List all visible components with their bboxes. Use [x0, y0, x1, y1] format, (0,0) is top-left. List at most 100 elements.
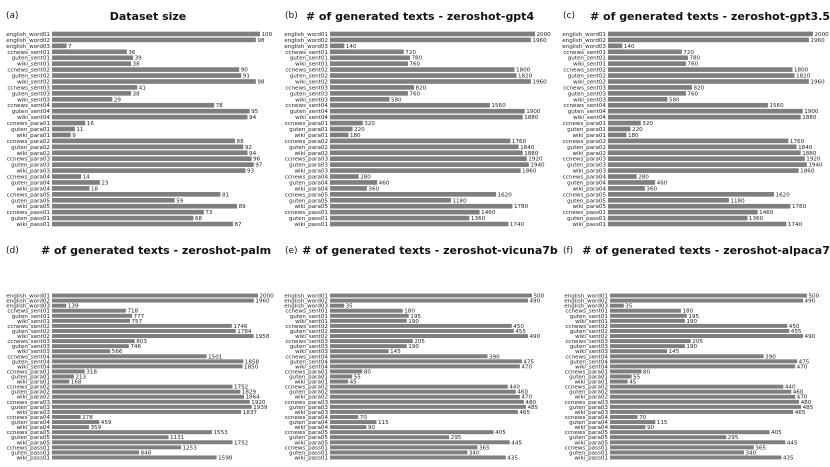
tick-label: wiki_para01: [16, 380, 50, 386]
tick-label: ccnews_para05: [285, 192, 329, 198]
bar-wiki_para01: [330, 132, 349, 138]
data-label: 1960: [255, 299, 270, 305]
tick-label: wiki_pass01: [16, 222, 50, 228]
tick-label: wiki_para04: [294, 186, 328, 192]
bar-wiki_para05: [52, 203, 238, 209]
tick-label: wiki_para03: [294, 169, 328, 175]
data-label: 1620: [776, 192, 791, 198]
data-label: 88: [237, 139, 245, 145]
data-label: 14: [83, 175, 91, 181]
bar-guten_para03: [608, 162, 807, 167]
bar-wiki_para05: [330, 440, 510, 445]
data-label: 2000: [260, 294, 275, 300]
data-label: 465: [795, 410, 806, 416]
data-label: 100: [262, 32, 273, 38]
bar-wiki_sent04: [330, 114, 523, 120]
data-label: 803: [136, 339, 147, 345]
bar-guten_para03: [52, 404, 252, 409]
chart-panel-6: (f) # of generated texts - zeroshot-alpac…: [563, 244, 830, 461]
bar-guten_para03: [610, 404, 802, 409]
data-label: 1360: [471, 216, 486, 222]
data-label: 38: [133, 62, 141, 68]
bar-wiki_sent01: [52, 318, 130, 323]
bar-ccnews_sent03: [330, 339, 413, 344]
tick-label: wiki_para05: [572, 204, 606, 210]
data-label: 566: [112, 349, 123, 355]
data-label: 445: [511, 440, 522, 446]
data-label: 90: [368, 425, 376, 431]
tick-label: wiki_para05: [16, 440, 50, 446]
data-label: 115: [657, 420, 668, 426]
tick-label: guten_sent02: [568, 74, 606, 80]
bar-ccnews_sent01: [52, 49, 127, 55]
tick-label: wiki_sent02: [17, 79, 50, 85]
tick-label: guten_sent04: [568, 109, 607, 115]
data-label: 1939: [253, 405, 268, 411]
data-label: 1940: [808, 163, 823, 169]
bar-wiki_para02: [610, 394, 796, 399]
data-label: 1560: [491, 103, 506, 109]
tick-label: ccnews_para01: [7, 369, 51, 375]
data-label: 73: [205, 210, 213, 216]
data-label: 1900: [526, 109, 541, 115]
bar-wiki_sent04: [610, 364, 796, 369]
tick-label: guten_para03: [289, 163, 328, 169]
bar-guten_para02: [330, 389, 516, 394]
data-label: 470: [797, 364, 808, 370]
tick-label: wiki_sent04: [17, 364, 50, 370]
tick-label: wiki_sent04: [295, 115, 328, 121]
bar-wiki_para03: [610, 409, 794, 414]
bar-wiki_para05: [610, 440, 786, 445]
tick-label: english_word02: [6, 299, 50, 305]
data-label: 1960: [810, 38, 825, 44]
data-label: 190: [686, 344, 697, 350]
data-label: 1360: [749, 216, 764, 222]
data-label: 580: [391, 97, 402, 103]
data-label: 39: [135, 56, 143, 62]
bar-guten_para01: [330, 126, 353, 132]
data-label: 746: [130, 344, 141, 350]
tick-label: ccnews_para04: [7, 175, 51, 181]
data-label: 757: [131, 319, 142, 325]
bar-wiki_para04: [330, 186, 367, 191]
bar-ccnews_sent03: [52, 85, 138, 90]
tick-label: ccnews_para03: [7, 157, 51, 163]
bar-guten_sent04: [608, 108, 803, 114]
bar-guten_para01: [608, 126, 631, 132]
bar-guten_para02: [52, 389, 241, 394]
bar-guten_sent01: [52, 55, 134, 61]
data-label: 180: [682, 309, 693, 315]
tick-label: ccnews_sent02: [285, 68, 328, 74]
data-label: 140: [624, 44, 635, 50]
data-label: 760: [409, 91, 420, 97]
data-label: 80: [364, 369, 372, 375]
data-label: 55: [354, 375, 362, 381]
data-label: 1958: [255, 334, 270, 340]
tick-label: ccnews_para03: [285, 157, 329, 163]
data-label: 1820: [796, 74, 811, 80]
data-label: 490: [529, 334, 540, 340]
bar-wiki_sent02: [330, 79, 531, 84]
bar-ccnews_para04: [330, 415, 359, 419]
tick-label: guten_para03: [567, 163, 606, 169]
data-label: 460: [517, 390, 528, 396]
tick-label: wiki_sent04: [17, 115, 50, 121]
tick-label: wiki_sent02: [295, 79, 328, 85]
data-label: 390: [489, 354, 500, 360]
bar-english_word03: [610, 303, 624, 308]
data-label: 295: [728, 435, 739, 441]
panel-label: (c): [563, 11, 575, 21]
bar-guten_sent03: [330, 344, 407, 349]
bar-ccnews_para03: [52, 156, 252, 162]
data-label: 440: [785, 385, 796, 391]
tick-label: guten_para02: [11, 145, 50, 151]
tick-label: wiki_sent03: [17, 97, 50, 103]
chart-title: Dataset size: [110, 10, 187, 23]
tick-label: guten_sent01: [290, 56, 329, 62]
bar-ccnews_pass01: [52, 445, 182, 450]
tick-label: english_word01: [562, 32, 606, 38]
tick-label: guten_sent02: [290, 329, 328, 335]
bar-wiki_para01: [610, 379, 628, 384]
chart-panel-3: (c) # of generated texts - zeroshot-gpt3.…: [562, 10, 830, 228]
tick-label: guten_para02: [289, 145, 328, 151]
